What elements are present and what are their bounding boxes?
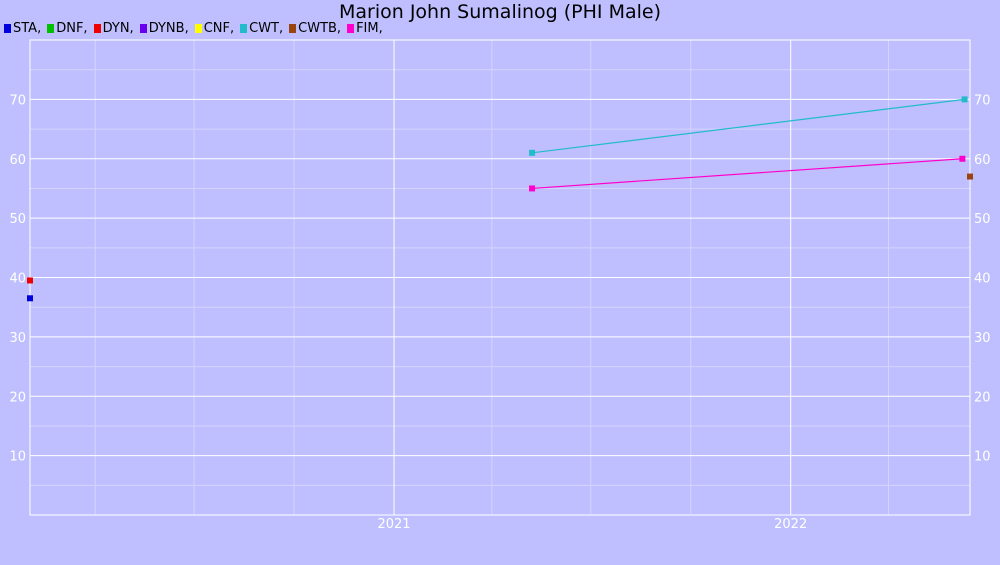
legend-item-dnf: DNF, xyxy=(47,20,88,36)
legend-label-sta: STA, xyxy=(13,20,42,36)
y-tick-label-left: 60 xyxy=(9,153,26,168)
legend-swatch-cwtb xyxy=(289,23,297,33)
y-tick-label-right: 70 xyxy=(974,93,991,108)
legend-label-dyn: DYN, xyxy=(102,20,134,36)
y-tick-label-right: 30 xyxy=(974,331,991,346)
x-tick-label: 2021 xyxy=(377,517,410,532)
data-point-fim xyxy=(529,185,536,192)
legend-swatch-dnf xyxy=(47,23,55,33)
y-tick-label-left: 40 xyxy=(9,272,26,287)
legend-item-cnf: CNF, xyxy=(194,20,235,36)
legend-swatch-dynb xyxy=(139,23,147,33)
y-tick-label-right: 60 xyxy=(974,153,991,168)
data-point-sta xyxy=(27,295,33,302)
series-line-cwt xyxy=(531,98,965,154)
legend-label-cnf: CNF, xyxy=(203,20,235,36)
legend-label-cwtb: CWTB, xyxy=(298,20,342,36)
data-point-cwtb xyxy=(967,173,973,180)
y-tick-label-left: 20 xyxy=(9,390,26,405)
legend-item-sta: STA, xyxy=(4,21,41,36)
data-point-cwt xyxy=(529,149,536,156)
series-line-fim xyxy=(532,158,963,190)
legend-swatch-cwt xyxy=(240,23,248,33)
data-point-dyn xyxy=(27,277,33,284)
legend-item-dynb: DYNB, xyxy=(139,20,189,36)
legend-item-dyn: DYN, xyxy=(93,20,134,36)
legend-label-dynb: DYNB, xyxy=(148,20,189,36)
y-tick-label-left: 70 xyxy=(9,93,26,108)
chart-title: Marion John Sumalinog (PHI Male) xyxy=(339,1,661,23)
legend-label-cwt: CWT, xyxy=(249,20,284,36)
legend-item-fim: FIM, xyxy=(347,21,383,36)
data-point-cwt xyxy=(961,96,968,103)
series xyxy=(27,96,973,302)
y-tick-label-left: 10 xyxy=(9,450,26,465)
legend-swatch-fim xyxy=(347,23,355,33)
y-tick-label-right: 10 xyxy=(974,450,991,465)
y-tick-label-right: 40 xyxy=(974,272,991,287)
y-tick-label-left: 50 xyxy=(9,212,26,227)
grid xyxy=(30,40,970,515)
legend-swatch-sta xyxy=(4,23,11,33)
y-tick-label-right: 20 xyxy=(974,390,991,405)
legend-swatch-cnf xyxy=(194,23,202,33)
legend: STA, DNF, DYN, DYNB, CNF, CWT, CWTB, FIM, xyxy=(4,20,389,36)
x-tick-label: 2022 xyxy=(774,517,807,532)
legend-label-dnf: DNF, xyxy=(56,20,88,36)
y-tick-label-left: 30 xyxy=(9,331,26,346)
legend-item-cwt: CWT, xyxy=(240,21,283,36)
legend-item-cwtb: CWTB, xyxy=(289,21,341,36)
legend-label-fim: FIM, xyxy=(356,20,383,36)
y-tick-label-right: 50 xyxy=(974,212,991,227)
data-point-fim xyxy=(959,155,966,162)
legend-swatch-dyn xyxy=(93,23,101,33)
